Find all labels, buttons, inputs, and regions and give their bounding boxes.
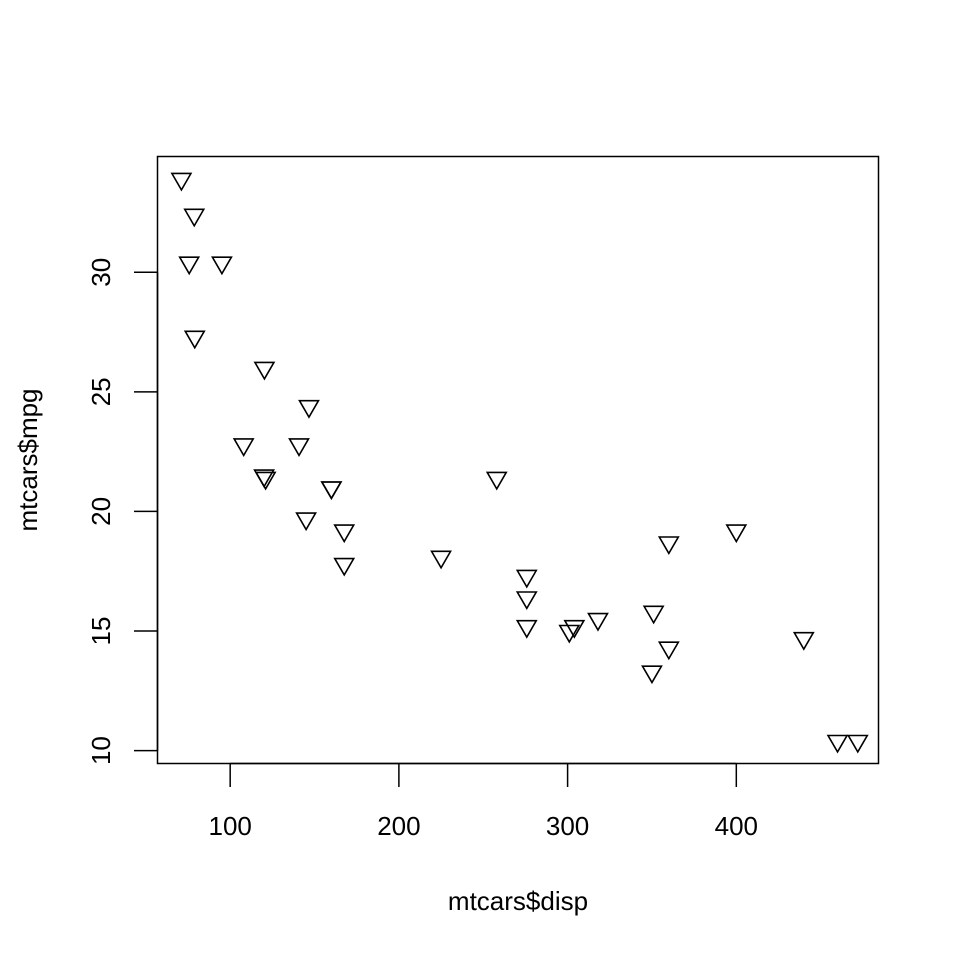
data-point-14 (846, 734, 869, 754)
data-point-4 (657, 536, 680, 556)
data-point-5 (430, 550, 452, 570)
data-point-26 (253, 361, 276, 381)
data-point-10 (333, 557, 356, 577)
data-point-6 (657, 641, 680, 661)
data-point-1 (320, 481, 343, 501)
data-point-21 (587, 612, 609, 632)
y-axis: 10 15 20 25 30 (86, 258, 159, 765)
x-tick-label-100: 100 (208, 811, 251, 841)
points-layer (170, 172, 869, 754)
data-point-18 (178, 256, 201, 276)
data-point-11 (515, 591, 538, 611)
data-point-12 (515, 569, 538, 589)
data-point-24 (725, 524, 748, 544)
y-axis-label: mtcars$mpg (13, 388, 43, 531)
x-tick-label-400: 400 (715, 811, 758, 841)
plot-frame (156, 155, 880, 765)
data-point-2 (232, 438, 255, 457)
data-point-27 (211, 256, 233, 276)
data-point-7 (298, 399, 320, 419)
y-tick-label-15: 15 (86, 617, 116, 646)
y-tick-label-30: 30 (86, 258, 116, 287)
data-point-16 (792, 631, 815, 651)
data-point-23 (641, 665, 663, 685)
data-point-8 (288, 438, 310, 457)
data-point-25 (183, 330, 206, 350)
x-axis-label: mtcars$disp (448, 886, 588, 916)
y-tick-label-25: 25 (86, 377, 116, 406)
data-point-30 (558, 624, 581, 644)
x-tick-label-200: 200 (377, 811, 420, 841)
y-tick-label-10: 10 (86, 736, 116, 765)
data-point-13 (515, 619, 538, 639)
data-point-0 (320, 481, 343, 501)
data-point-22 (563, 619, 586, 639)
data-point-15 (826, 734, 849, 754)
data-point-3 (485, 471, 508, 491)
x-axis: 100 200 300 400 (208, 762, 758, 841)
data-point-29 (295, 512, 317, 532)
data-point-17 (183, 208, 206, 228)
y-tick-label-20: 20 (86, 497, 116, 526)
data-point-9 (333, 524, 356, 544)
x-tick-label-300: 300 (546, 811, 589, 841)
data-point-28 (642, 605, 665, 625)
data-point-31 (254, 471, 277, 491)
data-point-19 (170, 172, 193, 192)
